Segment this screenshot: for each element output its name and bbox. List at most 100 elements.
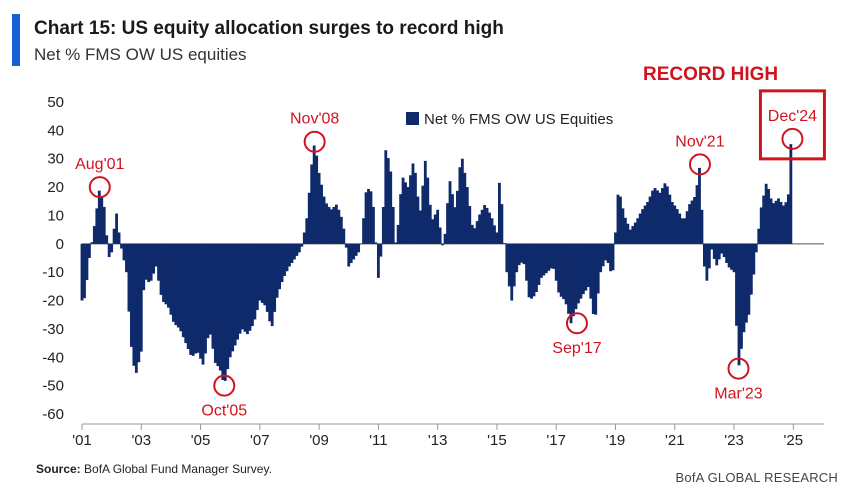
bar xyxy=(428,204,432,244)
bar xyxy=(535,243,538,293)
bar xyxy=(115,213,118,244)
bar xyxy=(404,182,407,244)
bar xyxy=(290,243,294,263)
bar xyxy=(648,196,652,244)
bar xyxy=(759,207,763,244)
bar xyxy=(567,243,570,314)
bar xyxy=(342,228,346,244)
bar xyxy=(389,171,393,244)
bar xyxy=(132,243,136,366)
bar xyxy=(379,243,383,257)
bar xyxy=(305,218,309,244)
bar xyxy=(591,243,595,315)
legend-label: Net % FMS OW US Equities xyxy=(424,111,613,128)
bar xyxy=(525,243,528,281)
bar xyxy=(460,158,464,244)
bar xyxy=(354,243,358,256)
record-high-callout: RECORD HIGH xyxy=(643,64,778,85)
bar xyxy=(174,243,178,326)
bar xyxy=(557,243,561,293)
bar xyxy=(782,205,785,244)
bar xyxy=(769,198,773,244)
bar xyxy=(372,206,375,244)
bar xyxy=(754,243,758,253)
bar xyxy=(707,243,711,269)
bar xyxy=(786,194,790,244)
annotation-label: Nov'08 xyxy=(290,111,339,128)
brand-footer: BofA GLOBAL RESEARCH xyxy=(675,470,838,485)
bar xyxy=(270,243,274,327)
bar xyxy=(152,243,156,274)
bar xyxy=(488,212,491,244)
bar xyxy=(334,204,338,244)
bar xyxy=(302,232,306,244)
bar xyxy=(374,242,378,244)
bar xyxy=(226,243,230,370)
bar xyxy=(233,243,237,346)
bar xyxy=(327,206,331,244)
bar xyxy=(554,243,558,281)
source-note: Source: BofA Global Fund Manager Survey. xyxy=(36,462,272,476)
bar xyxy=(688,204,692,244)
bar xyxy=(181,243,185,338)
bar xyxy=(236,243,240,340)
bar xyxy=(544,243,548,274)
y-tick-label: 40 xyxy=(47,122,64,139)
bar xyxy=(740,243,743,349)
source-text: BofA Global Fund Manager Survey. xyxy=(80,462,272,476)
bar xyxy=(112,228,116,244)
x-tick-label: '21 xyxy=(665,432,685,449)
bar xyxy=(532,243,536,297)
bar xyxy=(310,164,314,244)
bar xyxy=(147,243,151,283)
bar xyxy=(609,243,612,272)
bar xyxy=(586,243,590,288)
bar xyxy=(500,204,504,244)
bar xyxy=(520,243,524,263)
bar xyxy=(732,243,736,273)
bar xyxy=(167,243,170,308)
bar xyxy=(107,243,111,258)
bar xyxy=(441,243,445,246)
bar xyxy=(278,243,282,290)
bar xyxy=(347,243,351,267)
annotation-label: Aug'01 xyxy=(75,156,124,173)
bar xyxy=(784,202,788,244)
bar xyxy=(448,181,452,244)
bar xyxy=(727,243,731,268)
bar xyxy=(505,243,509,273)
legend-swatch xyxy=(406,112,419,125)
annotation-circle xyxy=(781,127,804,150)
bar xyxy=(614,232,617,244)
x-tick-label: '25 xyxy=(784,432,804,449)
bar xyxy=(502,243,506,244)
bar xyxy=(251,243,254,327)
bar xyxy=(497,182,501,244)
bar xyxy=(507,243,511,287)
bar xyxy=(453,207,457,244)
bar xyxy=(735,243,738,326)
bar xyxy=(268,243,272,322)
bar xyxy=(530,243,533,299)
bar xyxy=(337,209,341,244)
bar xyxy=(423,160,427,244)
bar xyxy=(458,167,462,244)
bar xyxy=(317,172,321,244)
bar xyxy=(376,243,380,278)
bar xyxy=(231,243,235,352)
bar xyxy=(87,243,91,258)
bar xyxy=(391,206,395,244)
bar xyxy=(456,190,459,244)
bar xyxy=(125,243,128,273)
bar xyxy=(512,243,516,287)
bar xyxy=(478,214,482,244)
bar xyxy=(663,183,667,244)
bar xyxy=(401,177,405,244)
bar xyxy=(702,243,706,267)
bar xyxy=(527,243,531,298)
bar xyxy=(280,243,284,283)
bar xyxy=(149,243,153,281)
annotation-label: Nov'21 xyxy=(675,133,724,150)
bar xyxy=(265,243,269,312)
bar xyxy=(218,243,222,371)
